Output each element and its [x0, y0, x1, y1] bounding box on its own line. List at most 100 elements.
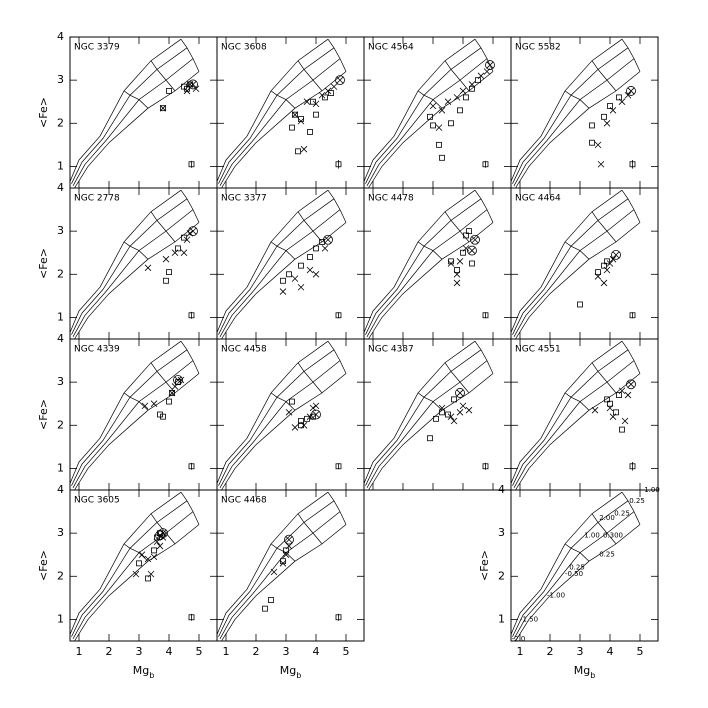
circle-cross-point [335, 75, 345, 86]
cross-point [603, 120, 611, 127]
model-line [218, 349, 335, 486]
y-tick-label: 2 [57, 116, 64, 129]
model-line [327, 189, 347, 223]
circle-cross-point [158, 528, 168, 539]
model-line [444, 60, 470, 92]
y-tick-label: 1 [57, 612, 64, 625]
y-tick-label: 4 [57, 181, 64, 194]
square-point [298, 262, 304, 269]
square-point [448, 120, 454, 127]
model-line [221, 524, 347, 642]
model-line [72, 511, 194, 639]
model-line [512, 198, 629, 335]
square-point [616, 94, 622, 101]
cross-point [624, 391, 632, 399]
model-line [621, 340, 641, 374]
cross-point [606, 260, 614, 267]
y-tick-label: 1 [57, 159, 64, 172]
error-symbol [482, 462, 489, 470]
model-line [510, 38, 623, 182]
square-point [304, 415, 310, 422]
square-point [589, 139, 595, 146]
square-point [268, 597, 274, 603]
model-line [513, 360, 635, 488]
panel-frame [216, 489, 365, 642]
square-point [289, 124, 295, 131]
panel-title: NGC 4464 [515, 194, 561, 204]
model-line [123, 90, 149, 109]
cross-point [318, 91, 326, 99]
x-tick-label: 1 [76, 645, 83, 658]
model-line [591, 60, 617, 92]
cross-point [138, 551, 146, 558]
model-line [180, 38, 200, 72]
cross-point [450, 417, 458, 425]
model-line [510, 189, 623, 333]
cross-point [183, 236, 191, 244]
cross-point [621, 417, 629, 425]
model-line [71, 500, 188, 637]
cross-point [291, 424, 299, 431]
model-line [368, 373, 494, 491]
model-line [72, 58, 194, 186]
x-tick-label: 3 [283, 645, 290, 658]
model-line [591, 362, 617, 394]
model-line [218, 500, 335, 637]
square-point [136, 560, 142, 567]
model-line [69, 491, 182, 635]
model-line [74, 373, 200, 491]
model-line [368, 71, 494, 189]
cross-point [132, 570, 140, 578]
circle-part [173, 375, 183, 385]
model-line [417, 90, 443, 109]
square-point [454, 267, 460, 273]
square-point [280, 277, 286, 284]
cross-point [300, 145, 308, 153]
x-axis-label-main: Mg [574, 664, 590, 677]
square-point [313, 111, 319, 118]
cross-point [330, 83, 338, 90]
x-axis-label-sub: b [296, 671, 301, 680]
error-symbol [188, 311, 195, 319]
model-line [515, 373, 641, 491]
panel: NGC 4478 [363, 187, 512, 340]
model-label: -1.00 [547, 592, 565, 600]
y-tick-label: 3 [57, 375, 64, 388]
square-point [463, 232, 469, 239]
model-line [515, 222, 641, 340]
y-tick-label: 3 [57, 526, 64, 539]
cross-point [624, 91, 632, 99]
model-line [297, 513, 323, 545]
circle-part [611, 249, 621, 260]
circle-cross-point [611, 249, 621, 260]
cross-point [285, 409, 293, 416]
model-line [363, 38, 476, 182]
square-point [577, 301, 583, 308]
cross-part [324, 236, 332, 244]
model-line [510, 340, 623, 484]
model-line [221, 373, 347, 491]
model-line [297, 362, 323, 394]
error-symbol [188, 160, 195, 168]
circle-part [626, 379, 636, 390]
model-line [512, 47, 629, 184]
circle-cross-point [311, 409, 321, 420]
square-point [166, 269, 172, 276]
cross-point [312, 402, 320, 410]
model-line [297, 60, 323, 92]
cross-point [150, 400, 158, 407]
model-line [327, 340, 347, 374]
cross-point [141, 402, 149, 410]
model-line [216, 340, 329, 484]
model-line [474, 189, 494, 223]
square-point [430, 122, 436, 129]
panel: 1 2 3 4 5 Mgb NGC 4468 [216, 489, 365, 680]
y-tick-label: 2 [57, 569, 64, 582]
cross-part [612, 251, 620, 259]
square-point [595, 269, 601, 276]
cross-point [459, 87, 467, 95]
cross-point [468, 81, 476, 88]
square-point [613, 409, 619, 416]
cross-point [306, 413, 314, 420]
